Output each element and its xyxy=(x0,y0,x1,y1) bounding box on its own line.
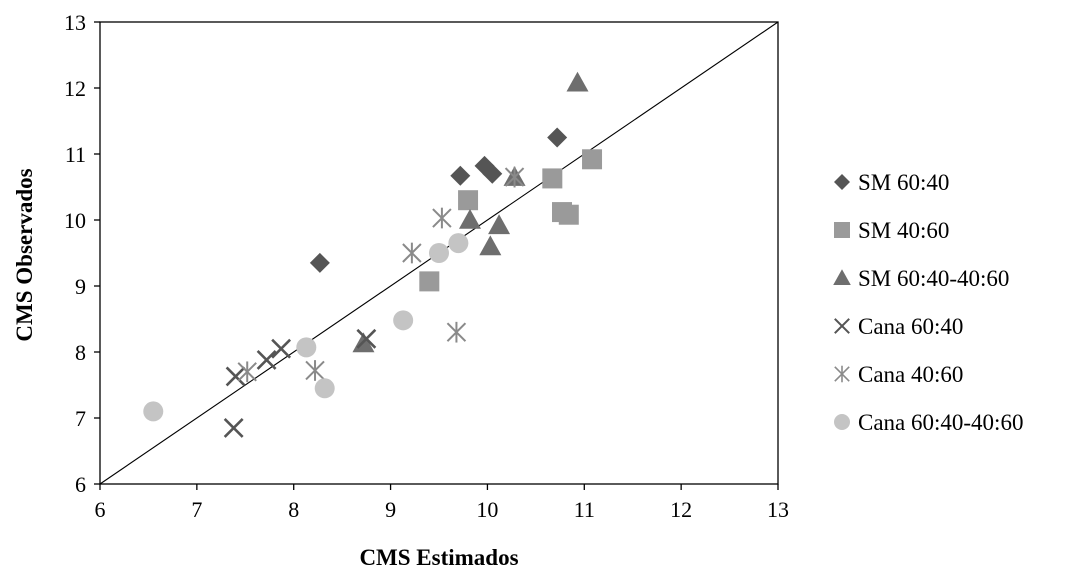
data-point xyxy=(143,401,164,422)
y-tick-label: 8 xyxy=(75,340,86,365)
plot-frame xyxy=(99,21,779,485)
data-point xyxy=(458,209,481,229)
legend-item: Cana 60:40-40:60 xyxy=(834,410,1023,435)
data-point xyxy=(419,271,440,292)
legend-marker xyxy=(834,174,850,190)
x-tick-label: 8 xyxy=(288,497,299,522)
data-point xyxy=(458,190,479,211)
data-point xyxy=(225,366,246,387)
data-point xyxy=(429,243,449,263)
x-axis-title: CMS Estimados xyxy=(359,545,518,570)
legend-item: SM 40:60 xyxy=(834,218,949,243)
legend-item: Cana 40:60 xyxy=(834,362,963,387)
x-tick-label: 9 xyxy=(385,497,396,522)
legend-item: SM 60:40-40:60 xyxy=(833,266,1009,291)
data-point xyxy=(582,149,603,170)
series-4 xyxy=(223,328,377,438)
y-tick-label: 10 xyxy=(64,208,86,233)
data-point xyxy=(450,165,471,186)
legend-label: SM 60:40 xyxy=(858,170,949,195)
x-tick-label: 6 xyxy=(95,497,106,522)
data-point xyxy=(223,417,244,438)
data-point xyxy=(393,310,414,331)
y-tick-label: 7 xyxy=(75,406,86,431)
legend-label: Cana 60:40 xyxy=(858,314,963,339)
data-point xyxy=(542,168,563,189)
axes: 6 7 8 9 10 11 12 13 6 7 8 9 10 11 12 13 xyxy=(64,10,789,522)
data-points xyxy=(143,71,603,438)
y-tick-label: 11 xyxy=(65,142,86,167)
data-point xyxy=(448,233,469,254)
data-point xyxy=(566,71,589,92)
x-tick-label: 10 xyxy=(476,497,498,522)
x-tick-label: 12 xyxy=(670,497,692,522)
legend-marker xyxy=(834,365,850,383)
data-point xyxy=(237,361,257,383)
data-point xyxy=(256,350,277,370)
y-tick-label: 6 xyxy=(75,472,86,497)
data-point xyxy=(402,242,422,264)
y-tick-label: 12 xyxy=(64,76,86,101)
legend: SM 60:40 SM 40:60 SM 60:40-40:60 Cana 60:40… xyxy=(833,170,1023,435)
y-axis-title: CMS Observados xyxy=(12,168,37,341)
data-point xyxy=(446,321,467,343)
x-tick-label: 11 xyxy=(574,497,595,522)
data-point xyxy=(504,166,525,188)
series-6 xyxy=(143,233,469,422)
legend-label: SM 60:40-40:60 xyxy=(858,266,1009,291)
legend-marker xyxy=(834,222,850,238)
data-point xyxy=(482,163,503,184)
legend-label: Cana 60:40-40:60 xyxy=(858,410,1023,435)
data-point xyxy=(305,360,325,381)
y-tick-label: 13 xyxy=(64,10,86,35)
data-point xyxy=(309,252,330,273)
data-point xyxy=(479,235,502,256)
legend-marker xyxy=(834,318,850,334)
legend-label: Cana 40:60 xyxy=(858,362,963,387)
series-5 xyxy=(237,166,525,383)
legend-marker xyxy=(834,414,850,430)
data-point xyxy=(547,127,568,148)
legend-item: Cana 60:40 xyxy=(834,314,963,339)
data-point xyxy=(271,338,292,359)
data-point xyxy=(432,207,452,229)
series-1 xyxy=(309,127,568,273)
data-point xyxy=(356,328,377,349)
legend-item: SM 60:40 xyxy=(834,170,949,195)
y-tick-label: 9 xyxy=(75,274,86,299)
legend-marker xyxy=(833,269,851,286)
x-tick-label: 13 xyxy=(767,497,789,522)
data-point xyxy=(558,204,579,225)
data-point xyxy=(488,214,511,235)
x-tick-label: 7 xyxy=(191,497,202,522)
data-point xyxy=(296,337,317,358)
legend-label: SM 40:60 xyxy=(858,218,949,243)
series-2 xyxy=(419,149,603,292)
data-point xyxy=(314,378,335,399)
